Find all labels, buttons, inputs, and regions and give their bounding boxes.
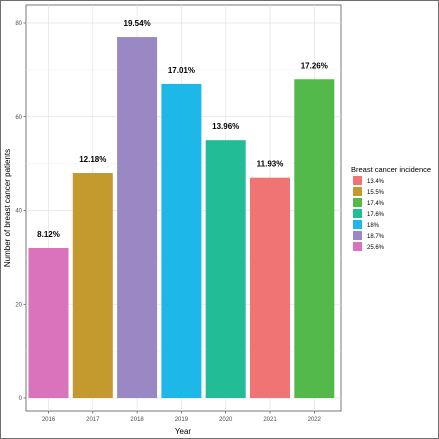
y-tick-label: 0 [19,396,23,402]
x-tick-label: 2017 [86,417,100,423]
y-tick-label: 60 [15,115,22,121]
y-tick-label: 80 [15,21,22,27]
legend-title: Breast cancer incidence [351,165,431,174]
bar-value-label: 13.96% [212,122,239,131]
y-tick-label: 20 [15,302,22,308]
legend-label: 18.7% [367,234,385,240]
x-axis-ticks: 2016 2017 2018 2019 2020 2021 2022 [42,411,322,423]
legend-label: 13.4% [367,179,385,185]
bar-value-label: 17.01% [168,66,195,75]
bar-2017 [72,173,113,398]
bar-2019 [161,83,202,398]
bar-2016 [28,248,69,398]
y-axis-ticks: 0 20 40 60 80 [15,21,26,402]
legend-swatch [353,231,362,240]
bar-2020 [205,140,246,398]
x-tick-label: 2016 [42,417,56,423]
bar-value-label: 19.54% [124,19,151,28]
bars [28,37,335,398]
legend-swatch [353,209,362,218]
x-axis-title: Year [175,427,192,436]
x-tick-label: 2019 [175,417,189,423]
bar-value-label: 11.93% [257,160,284,169]
x-tick-label: 2021 [263,417,277,423]
legend-swatch [353,242,362,251]
bar-labels: 8.12% 12.18% 19.54% 17.01% 13.96% 11.93% 17.26… [37,19,328,239]
legend-swatch [353,176,362,185]
x-tick-label: 2018 [130,417,144,423]
legend-swatch [353,198,362,207]
bar-value-label: 8.12% [37,230,60,239]
x-tick-label: 2020 [219,417,233,423]
bar-value-label: 12.18% [79,155,106,164]
bar-2021 [250,177,290,398]
legend: Breast cancer incidence 13.4% 15.5% 17.4% 1… [351,165,431,251]
legend-swatch [353,187,362,196]
legend-label: 18% [367,223,380,229]
legend-label: 17.6% [367,212,385,218]
x-tick-label: 2022 [308,417,322,423]
legend-label: 17.4% [367,201,385,207]
bar-2022 [294,79,335,398]
legend-label: 15.5% [367,190,385,196]
bar-2018 [117,37,158,398]
bar-value-label: 17.26% [301,61,328,70]
legend-swatch [353,220,362,229]
y-axis-title: Number of breast cancer patients [3,149,12,267]
legend-label: 25.6% [367,245,385,251]
y-tick-label: 40 [15,209,22,215]
